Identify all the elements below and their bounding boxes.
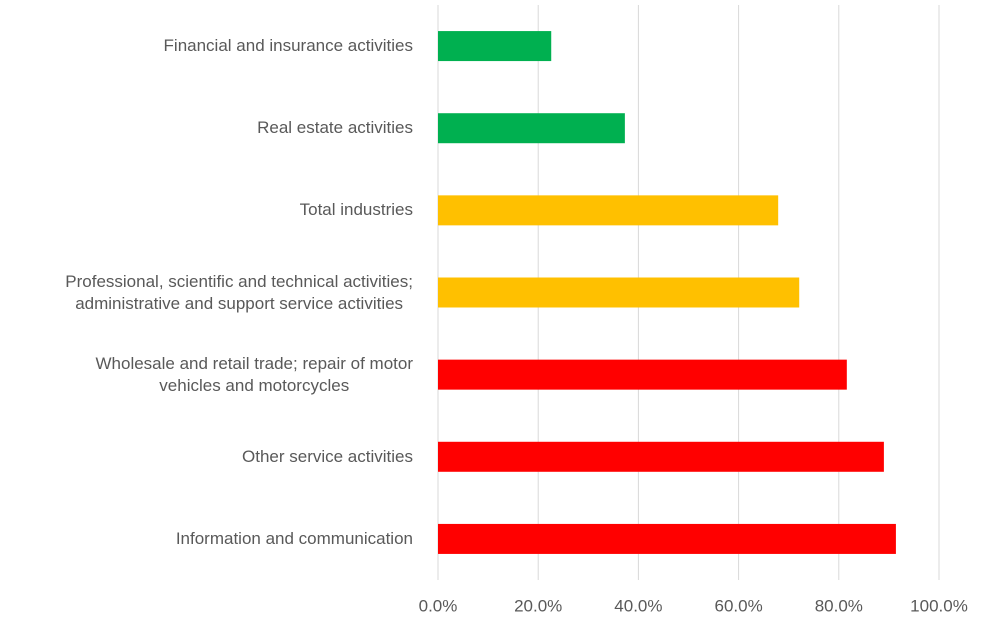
x-tick-label: 40.0% xyxy=(614,596,662,615)
bar xyxy=(438,359,847,390)
bar xyxy=(438,195,779,226)
bar xyxy=(438,31,552,62)
bar xyxy=(438,113,625,144)
y-tick-label: Professional, scientific and technical a… xyxy=(65,271,413,313)
x-tick-label: 80.0% xyxy=(815,596,863,615)
x-tick-label: 0.0% xyxy=(419,596,458,615)
x-tick-label: 100.0% xyxy=(910,596,968,615)
y-tick-label: Financial and insurance activities xyxy=(163,36,413,56)
x-tick-label: 20.0% xyxy=(514,596,562,615)
y-tick-label: Information and communication xyxy=(175,528,413,548)
y-tick-label: Other service activities xyxy=(242,446,413,466)
bar xyxy=(438,523,896,554)
bar xyxy=(438,277,800,308)
y-tick-label: Wholesale and retail trade; repair of mo… xyxy=(95,353,414,395)
y-tick-label: Real estate activities xyxy=(257,118,413,138)
bar xyxy=(438,441,884,472)
x-tick-label: 60.0% xyxy=(714,596,762,615)
y-tick-label: Total industries xyxy=(299,200,413,220)
